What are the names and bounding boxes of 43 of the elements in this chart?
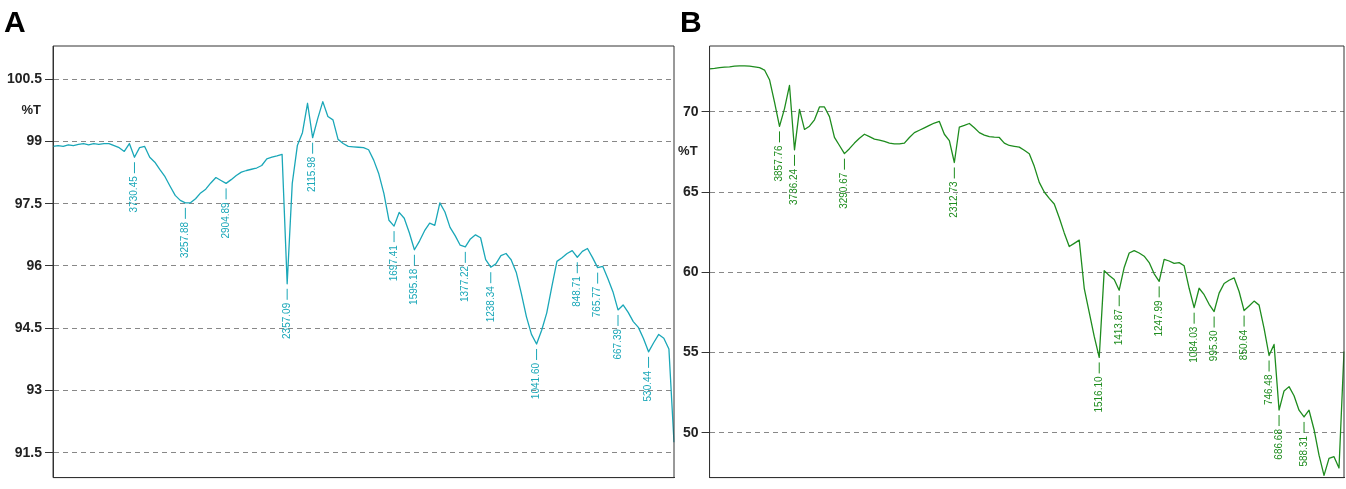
y-tick-label: 96 — [26, 256, 43, 273]
chart-title: B — [680, 5, 702, 39]
y-tick-label: 60 — [682, 263, 699, 280]
annotation: 1413.87 — [1112, 308, 1124, 346]
annotation: 995.30 — [1207, 330, 1219, 362]
annotation: 530.44 — [642, 370, 654, 402]
y-tick-label: 100.5 — [6, 70, 43, 87]
y-tick-label: 94.5 — [14, 319, 43, 336]
annotation: 588.31 — [1297, 435, 1309, 467]
y-tick-label: 97.5 — [14, 194, 43, 211]
y-tick-label: 99 — [26, 132, 43, 149]
annotation: 2357.09 — [280, 302, 292, 339]
y-tick-label: 50 — [682, 423, 699, 440]
annotation: 1041.60 — [530, 362, 542, 400]
y-axis-title: %T — [678, 143, 698, 159]
annotation: 746.48 — [1262, 374, 1274, 406]
annotation: 3290.67 — [838, 172, 850, 209]
annotation: 848.71 — [571, 275, 583, 307]
y-tick-label: 70 — [682, 102, 699, 119]
annotation: 1247.99 — [1152, 299, 1164, 337]
annotation: 3857.76 — [773, 144, 785, 182]
annotation: 1516.10 — [1092, 376, 1104, 413]
y-axis-title: %T — [21, 101, 42, 117]
annotation: 1595.18 — [408, 268, 420, 305]
y-tick-label: 91.5 — [14, 443, 43, 460]
annotation: 2115.98 — [306, 156, 318, 193]
annotation: 1084.03 — [1187, 326, 1199, 363]
annotation: 686.68 — [1272, 428, 1284, 460]
chart-title: A — [4, 5, 26, 39]
y-tick-label: 55 — [682, 343, 699, 360]
annotation: 2904.89 — [219, 201, 231, 239]
annotation: 667.39 — [611, 328, 623, 360]
annotation: 850.64 — [1237, 329, 1249, 361]
annotation: 1238.34 — [484, 285, 496, 323]
annotation: 3736.24 — [788, 168, 800, 205]
annotation: 3730.45 — [128, 175, 140, 213]
y-tick-label: 93 — [26, 381, 43, 398]
annotation: 1377.22 — [459, 265, 471, 303]
annotation: 765.77 — [591, 286, 603, 318]
annotation: 1697.41 — [387, 244, 399, 282]
y-tick-label: 65 — [682, 182, 699, 199]
annotation: 3257.88 — [179, 221, 191, 259]
annotation: 2312.73 — [948, 181, 960, 218]
